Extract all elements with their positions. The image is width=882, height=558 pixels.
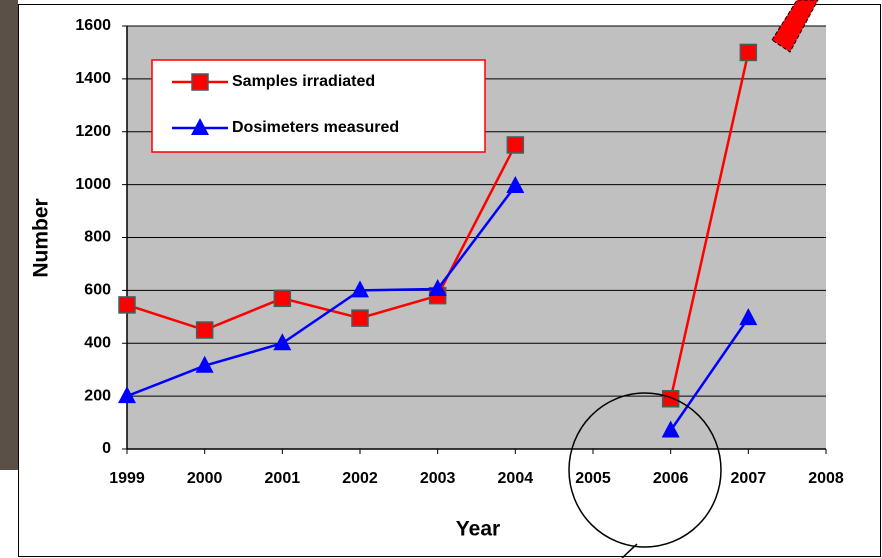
marker [274,290,290,306]
marker [740,44,756,60]
y-tick-label: 1600 [75,17,111,34]
y-tick-label: 600 [84,282,111,299]
legend-label: Dosimeters measured [232,119,399,136]
y-tick-label: 1000 [75,176,111,193]
y-tick-label: 400 [84,334,111,351]
x-tick-label: 2004 [498,470,534,487]
marker [663,391,679,407]
legend-marker [192,74,208,90]
page: 0 200 400 600 800 1000 1200 1400 1600 1999 2000 200… [0,0,882,558]
x-tick-label: 2007 [731,470,767,487]
y-tick-label: 1400 [75,70,111,87]
marker [119,297,135,313]
y-tick-label: 200 [84,387,111,404]
marker [197,322,213,338]
x-tick-label: 2008 [808,470,844,487]
marker [352,310,368,326]
background-photo [0,0,18,470]
x-tick-label: 2006 [653,470,689,487]
x-tick-label: 2005 [575,470,611,487]
x-tick-label: 2000 [187,470,223,487]
y-tick-label: 0 [102,440,111,457]
chart: 0 200 400 600 800 1000 1200 1400 1600 1999 2000 200… [0,0,882,558]
x-tick-label: 2002 [342,470,378,487]
y-tick-label: 800 [84,229,111,246]
y-tick-label: 1200 [75,123,111,140]
marker [507,137,523,153]
y-axis-title: Number [30,198,53,277]
x-tick-label: 2003 [420,470,456,487]
x-tick-label: 2001 [265,470,301,487]
legend-label: Samples irradiated [232,73,375,90]
x-axis-title: Year [456,518,500,541]
x-tick-label: 1999 [109,470,145,487]
